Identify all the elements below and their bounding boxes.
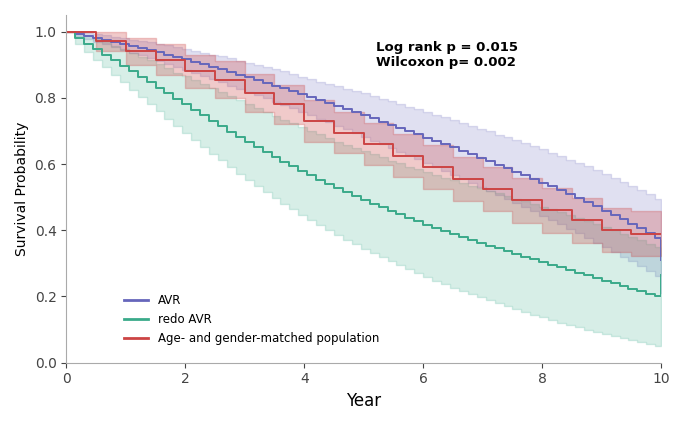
- Legend: AVR, redo AVR, Age- and gender-matched population: AVR, redo AVR, Age- and gender-matched p…: [120, 289, 384, 350]
- Y-axis label: Survival Probability: Survival Probability: [15, 122, 29, 256]
- X-axis label: Year: Year: [346, 392, 382, 410]
- Text: Log rank p = 0.015
Wilcoxon p= 0.002: Log rank p = 0.015 Wilcoxon p= 0.002: [375, 42, 518, 70]
